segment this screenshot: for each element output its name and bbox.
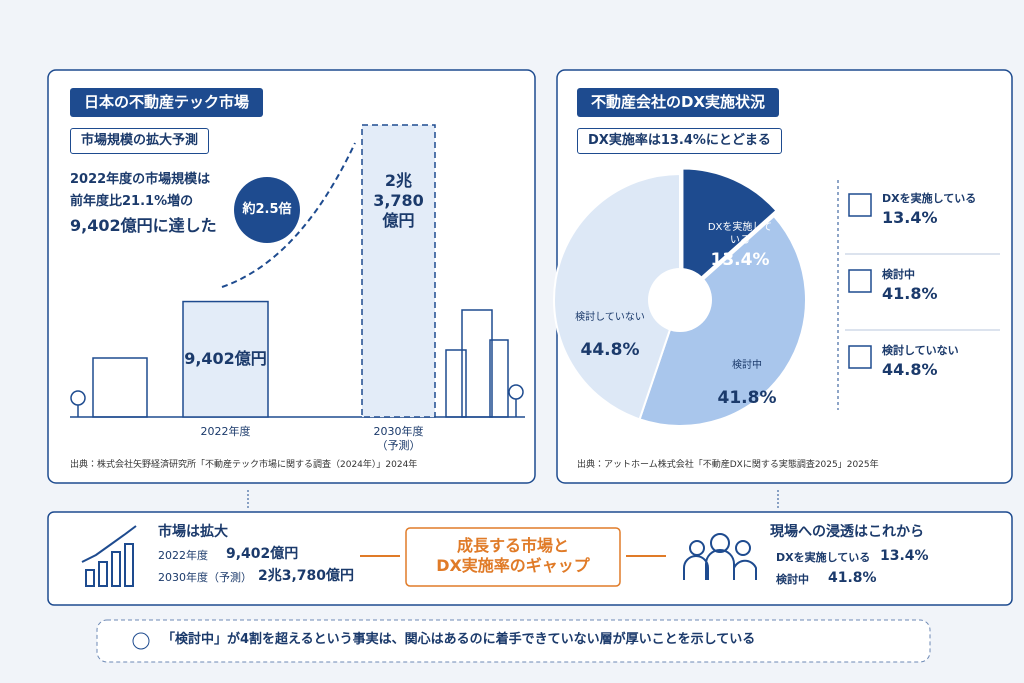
pie-slice (553, 172, 681, 421)
annotation: 約2.5倍 (242, 202, 292, 217)
summary-title: 現場への浸透はこれから (770, 524, 924, 540)
bar-label: 2兆3,780 億円 (373, 171, 424, 230)
bar (182, 300, 269, 418)
gap-box (405, 527, 621, 587)
row-label: 2022年度 (158, 549, 208, 562)
row-value: 13.4% (880, 548, 929, 564)
x-label: 2022年度 (200, 425, 251, 438)
source: 出典：アットホーム株式会社「不動産DXに関する実態調査2025」2025年 (577, 460, 879, 470)
growth-icon (81, 525, 137, 587)
panel-title: 日本の不動産テック市場 (70, 88, 264, 117)
legend-value: 13.4% (882, 208, 938, 227)
row-value: 2兆3,780億円 (258, 568, 355, 584)
summary-title: 市場は拡大 (158, 524, 228, 540)
legend-icon (848, 193, 872, 217)
row-value: 41.8% (828, 570, 877, 586)
row-value: 9,402億円 (226, 546, 299, 562)
x-label: 2030年度 （予測） (373, 425, 424, 452)
pie-slice (681, 167, 778, 297)
bar (361, 124, 436, 418)
row-label: 2030年度（予測） (158, 571, 252, 584)
panel-title: 不動産会社のDX実施状況 (577, 88, 780, 117)
source: 出典：株式会社矢野経済研究所「不動産テック市場に関する調査（2024年）」202… (70, 460, 418, 470)
row-label: 検討中 (776, 573, 809, 586)
legend-label: 検討中 (882, 268, 915, 281)
panel-subtitle: 市場規模の拡大予測 (70, 128, 210, 155)
gap-text: 成長する市場と DX実施率のギャップ (436, 536, 590, 575)
slice-value: 44.8% (580, 340, 640, 360)
summary-line: 9,402億円に達した (70, 216, 217, 235)
legend-value: 41.8% (882, 284, 938, 303)
row-label: DXを実施している (776, 551, 871, 564)
legend-icon (848, 345, 872, 369)
legend-label: DXを実施している (882, 192, 977, 205)
slice-value: 41.8% (717, 388, 777, 408)
summary-line: 前年度比21.1%増の (70, 194, 194, 209)
pie-hole (648, 268, 712, 332)
people-icon (683, 533, 757, 580)
pie-slice (638, 214, 807, 427)
slice-value: 13.4% (710, 250, 770, 270)
growth-arrow (221, 142, 356, 288)
note: 「検討中」が4割を超えるという事実は、関心はあるのに着手できていない層が厚いこと… (162, 632, 756, 647)
legend-label: 検討していない (882, 344, 959, 357)
summary-line: 2022年度の市場規模は (70, 172, 211, 187)
slice-label: 検討していない (575, 312, 645, 323)
note-box (96, 619, 931, 663)
legend-icon (848, 269, 872, 293)
slice-label: DXを実施している (707, 222, 773, 246)
legend-value: 44.8% (882, 360, 938, 379)
bulb-icon (132, 632, 150, 650)
panel-subtitle: DX実施率は13.4%にとどまる (577, 128, 782, 155)
annotation-badge (234, 177, 300, 243)
bar-label: 9,402億円 (184, 349, 267, 369)
building-icon (70, 309, 524, 418)
slice-label: 検討中 (732, 360, 762, 371)
